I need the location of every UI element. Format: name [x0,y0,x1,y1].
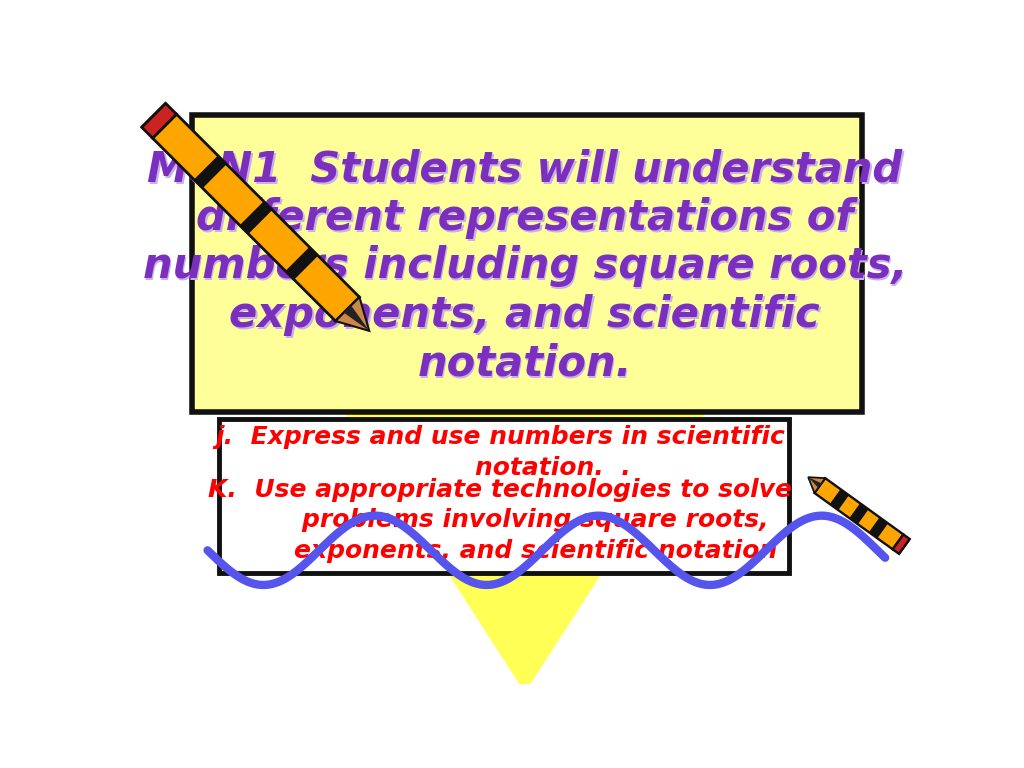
Polygon shape [292,331,758,693]
Polygon shape [141,103,176,138]
Polygon shape [286,247,318,280]
Polygon shape [344,306,370,331]
Text: M8N1  Students will understand: M8N1 Students will understand [148,151,904,193]
Text: M8N1  Students will understand: M8N1 Students will understand [147,148,902,190]
Polygon shape [141,103,166,127]
Text: notation.: notation. [419,345,634,386]
Text: notation.: notation. [418,343,632,384]
Polygon shape [893,535,909,554]
Polygon shape [194,156,226,188]
Text: different representations of: different representations of [198,199,855,241]
Polygon shape [869,518,888,538]
Text: exponents, and scientific: exponents, and scientific [229,293,820,336]
Polygon shape [808,477,825,493]
FancyBboxPatch shape [193,115,862,412]
Polygon shape [849,503,868,525]
Polygon shape [240,201,272,234]
Text: numbers including square roots,: numbers including square roots, [142,245,907,287]
Polygon shape [292,115,758,554]
Text: j.  Express and use numbers in scientific
            notation.  .: j. Express and use numbers in scientific… [215,425,785,480]
FancyBboxPatch shape [219,419,788,574]
Text: numbers including square roots,: numbers including square roots, [144,247,908,290]
Polygon shape [814,478,903,549]
Text: different representations of: different representations of [196,197,854,239]
Polygon shape [829,489,849,510]
Text: exponents, and scientific: exponents, and scientific [231,296,821,338]
Polygon shape [808,477,821,488]
Polygon shape [153,114,359,321]
Polygon shape [899,539,909,554]
Polygon shape [336,297,370,331]
Text: K.  Use appropriate technologies to solve
        problems involving square root: K. Use appropriate technologies to solve… [208,478,793,563]
